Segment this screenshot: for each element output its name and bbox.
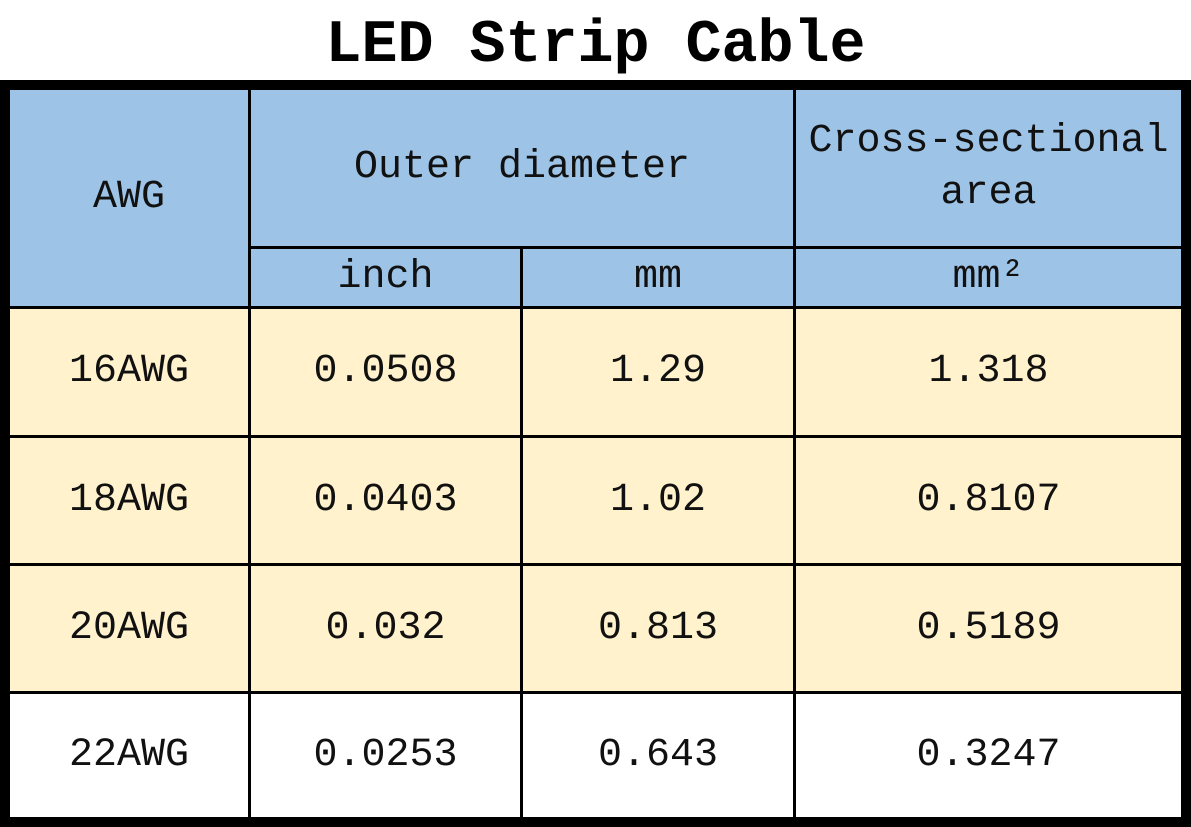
table-cell: 20AWG: [10, 566, 248, 691]
table-cell: 0.032: [251, 566, 520, 691]
header-cell: Cross-sectional area: [796, 90, 1181, 246]
table-cell: 1.02: [523, 438, 793, 563]
header-cell: inch: [251, 249, 520, 306]
header-cell: AWG: [10, 90, 248, 306]
table-cell: 0.0253: [251, 694, 520, 817]
table-cell: 0.3247: [796, 694, 1181, 817]
table-cell: 0.643: [523, 694, 793, 817]
table-cell: 22AWG: [10, 694, 248, 817]
table-cell: 1.29: [523, 309, 793, 435]
table-cell: 18AWG: [10, 438, 248, 563]
table-cell: 0.8107: [796, 438, 1181, 563]
table: AWG Outer diameter Cross-sectional area …: [0, 80, 1191, 827]
table-cell: 16AWG: [10, 309, 248, 435]
header-cell: Outer diameter: [251, 90, 793, 246]
table-cell: 0.0508: [251, 309, 520, 435]
title: LED Strip Cable: [325, 12, 866, 80]
table-cell: 0.0403: [251, 438, 520, 563]
header-cell: mm: [523, 249, 793, 306]
table-cell: 1.318: [796, 309, 1181, 435]
table-cell: 0.5189: [796, 566, 1181, 691]
table-cell: 0.813: [523, 566, 793, 691]
header-cell: mm²: [796, 249, 1181, 306]
